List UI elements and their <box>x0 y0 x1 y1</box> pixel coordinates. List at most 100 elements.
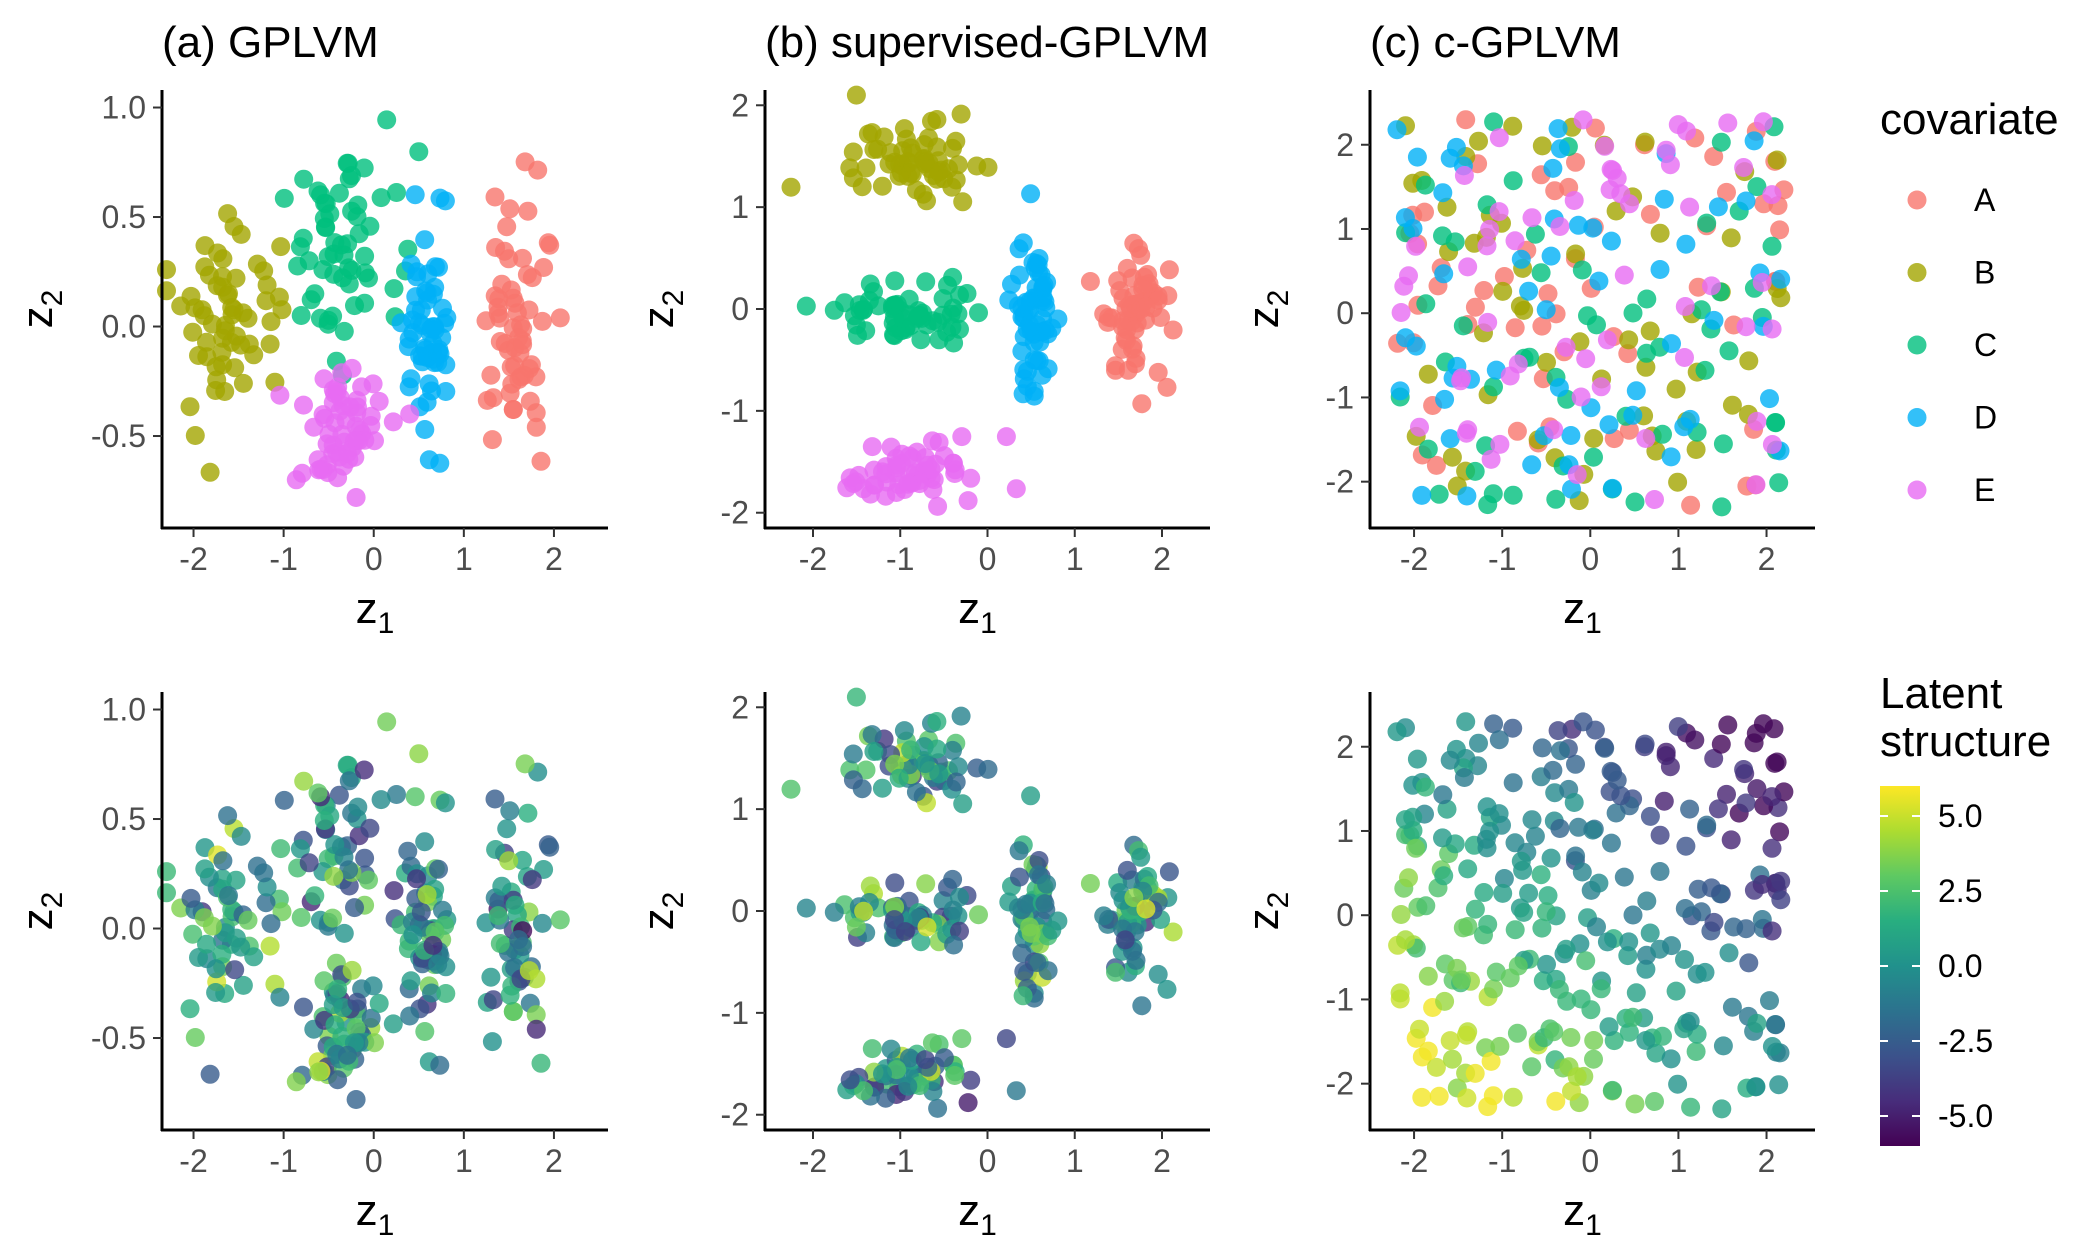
scatter-point <box>1599 415 1619 435</box>
x-axis-title: z1 <box>1563 584 1602 640</box>
scatter-point <box>1117 258 1137 278</box>
scatter-point <box>1691 902 1711 922</box>
scatter-point <box>1566 152 1585 172</box>
x-tick-label: -1 <box>269 541 297 577</box>
scatter-point <box>348 195 368 215</box>
scatter-point <box>1454 768 1474 787</box>
scatter-point <box>1571 989 1591 1009</box>
legend-entry-B: B <box>1907 255 1995 291</box>
scatter-point <box>1410 417 1429 437</box>
scatter-point <box>1562 1081 1581 1101</box>
scatter-point <box>1591 377 1611 397</box>
scatter-point <box>1650 223 1670 243</box>
scatter-point <box>387 785 406 804</box>
scatter-point <box>1589 271 1609 291</box>
scatter-point <box>843 744 863 764</box>
scatter-point <box>436 382 456 401</box>
scatter-point <box>1010 265 1029 285</box>
scatter-point <box>324 264 344 284</box>
scatter-point <box>885 873 905 893</box>
scatter-point <box>1611 184 1631 204</box>
points <box>1387 712 1794 1119</box>
x-tick-label: -2 <box>1400 541 1428 577</box>
scatter-point <box>294 997 313 1017</box>
scatter-point <box>1636 429 1656 448</box>
scatter-point <box>1522 455 1542 475</box>
scatter-point <box>409 744 429 764</box>
legend-covariate-title: covariate <box>1880 95 2059 144</box>
scatter-point <box>1465 461 1485 481</box>
scatter-point <box>1767 752 1787 772</box>
scatter-point <box>1544 1022 1564 1042</box>
scatter-point <box>1719 341 1739 361</box>
scatter-point <box>996 1029 1016 1049</box>
scatter-point <box>369 993 389 1013</box>
scatter-point <box>337 1045 357 1065</box>
scatter-point <box>254 261 274 281</box>
scatter-point <box>1525 826 1545 846</box>
scatter-point <box>361 406 381 426</box>
scatter-point <box>1012 341 1032 361</box>
scatter-point <box>1131 847 1151 867</box>
scatter-point <box>1676 234 1696 254</box>
scatter-point <box>422 381 441 401</box>
scatter-point <box>1576 349 1596 369</box>
scatter-point <box>1538 886 1558 906</box>
x-tick-label: -2 <box>799 541 827 577</box>
scatter-point <box>1037 272 1057 292</box>
scatter-point <box>354 158 374 178</box>
scatter-point <box>157 260 176 280</box>
x-tick-label: 2 <box>1758 541 1776 577</box>
scatter-point <box>405 185 425 205</box>
scatter-point <box>294 395 313 415</box>
scatter-point <box>1765 1015 1785 1034</box>
scatter-point <box>225 358 245 378</box>
scatter-point <box>1016 292 1036 312</box>
y-tick-label: -2 <box>1326 464 1354 500</box>
scatter-point <box>872 778 892 798</box>
scatter-point <box>384 279 404 299</box>
scatter-point <box>978 759 998 779</box>
scatter-point <box>824 902 844 922</box>
scatter-point <box>274 188 294 208</box>
scatter-point <box>371 790 391 810</box>
scatter-point <box>1477 838 1497 858</box>
scatter-point <box>197 934 216 954</box>
legend-label: E <box>1974 472 1995 508</box>
legend-key <box>1907 408 1927 427</box>
scatter-point <box>922 1033 942 1053</box>
scatter-point <box>238 910 258 930</box>
scatter-point <box>398 841 418 861</box>
scatter-point <box>1711 132 1731 152</box>
y-tick-label: -1 <box>1326 981 1354 1017</box>
scatter-point <box>1511 249 1531 269</box>
scatter-point <box>1680 1011 1700 1031</box>
scatter-point <box>1442 1049 1462 1069</box>
scatter-point <box>244 947 264 967</box>
scatter-point <box>1546 1091 1566 1111</box>
scatter-point <box>1584 1031 1604 1050</box>
scatter-point <box>1457 1088 1477 1108</box>
scatter-point <box>1650 862 1670 881</box>
scatter-point <box>1697 815 1717 835</box>
scatter-point <box>1507 1023 1527 1043</box>
colorbar-tick-label: -5.0 <box>1938 1098 1993 1134</box>
scatter-point <box>1426 455 1446 475</box>
scatter-point <box>415 230 435 250</box>
scatter-point <box>1493 281 1513 301</box>
scatter-point <box>1568 817 1588 837</box>
x-tick-label: 2 <box>1758 1143 1776 1179</box>
scatter-point <box>1747 177 1767 197</box>
scatter-point <box>488 906 508 926</box>
scatter-point <box>532 913 552 933</box>
scatter-point <box>1718 715 1738 735</box>
y-tick-label: 2 <box>731 87 749 123</box>
scatter-point <box>435 793 455 813</box>
scatter-point <box>1480 821 1500 841</box>
scatter-point <box>1771 288 1791 308</box>
scatter-point <box>329 785 349 805</box>
scatter-point <box>1680 197 1700 217</box>
scatter-point <box>384 881 404 901</box>
y-tick-label: 0.5 <box>102 801 146 837</box>
x-axis-title: z1 <box>356 1186 395 1242</box>
